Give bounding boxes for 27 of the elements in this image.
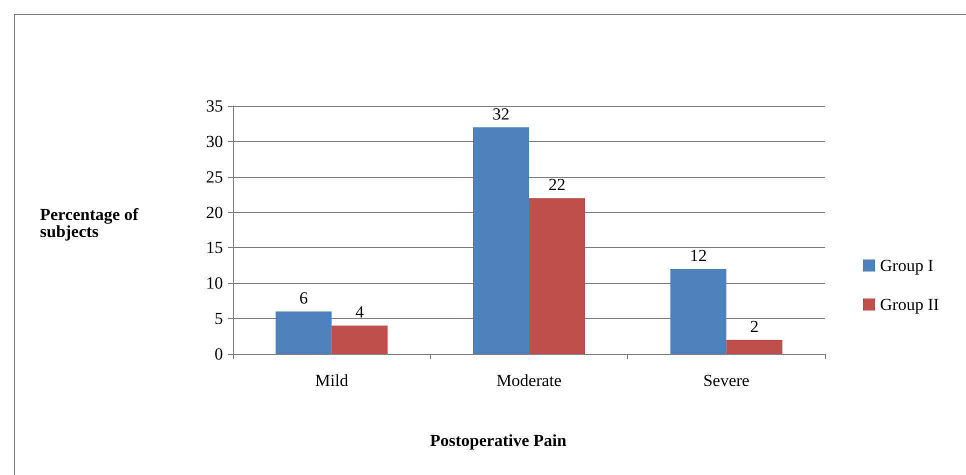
x-axis-title: Postoperative Pain [430, 431, 567, 450]
legend-label: Group I [880, 256, 934, 275]
data-label: 12 [690, 246, 707, 265]
data-label: 4 [355, 302, 364, 322]
y-tick-label: 5 [214, 309, 223, 328]
legend-label: Group II [880, 295, 940, 314]
bar [473, 127, 529, 354]
y-tick-label: 10 [206, 274, 223, 293]
data-label: 22 [548, 175, 566, 194]
y-tick-label: 20 [206, 202, 223, 222]
bar [276, 311, 332, 354]
y-tick-label: 35 [206, 96, 223, 116]
data-label: 32 [492, 104, 510, 124]
bar [726, 340, 782, 354]
bar [332, 326, 388, 354]
data-label: 6 [299, 288, 308, 308]
y-axis-title: Percentage of subjects [40, 205, 143, 241]
y-tick-label: 0 [214, 344, 223, 364]
x-tick-label: Severe [703, 371, 750, 390]
y-tick-label: 30 [206, 132, 223, 151]
y-tick-label: 15 [206, 238, 223, 258]
x-tick-label: Moderate [496, 371, 562, 390]
data-label: 2 [750, 316, 759, 336]
bar [529, 198, 585, 354]
bar [670, 268, 726, 354]
x-tick-label: Mild [315, 371, 349, 390]
y-tick-label: 25 [206, 167, 223, 186]
